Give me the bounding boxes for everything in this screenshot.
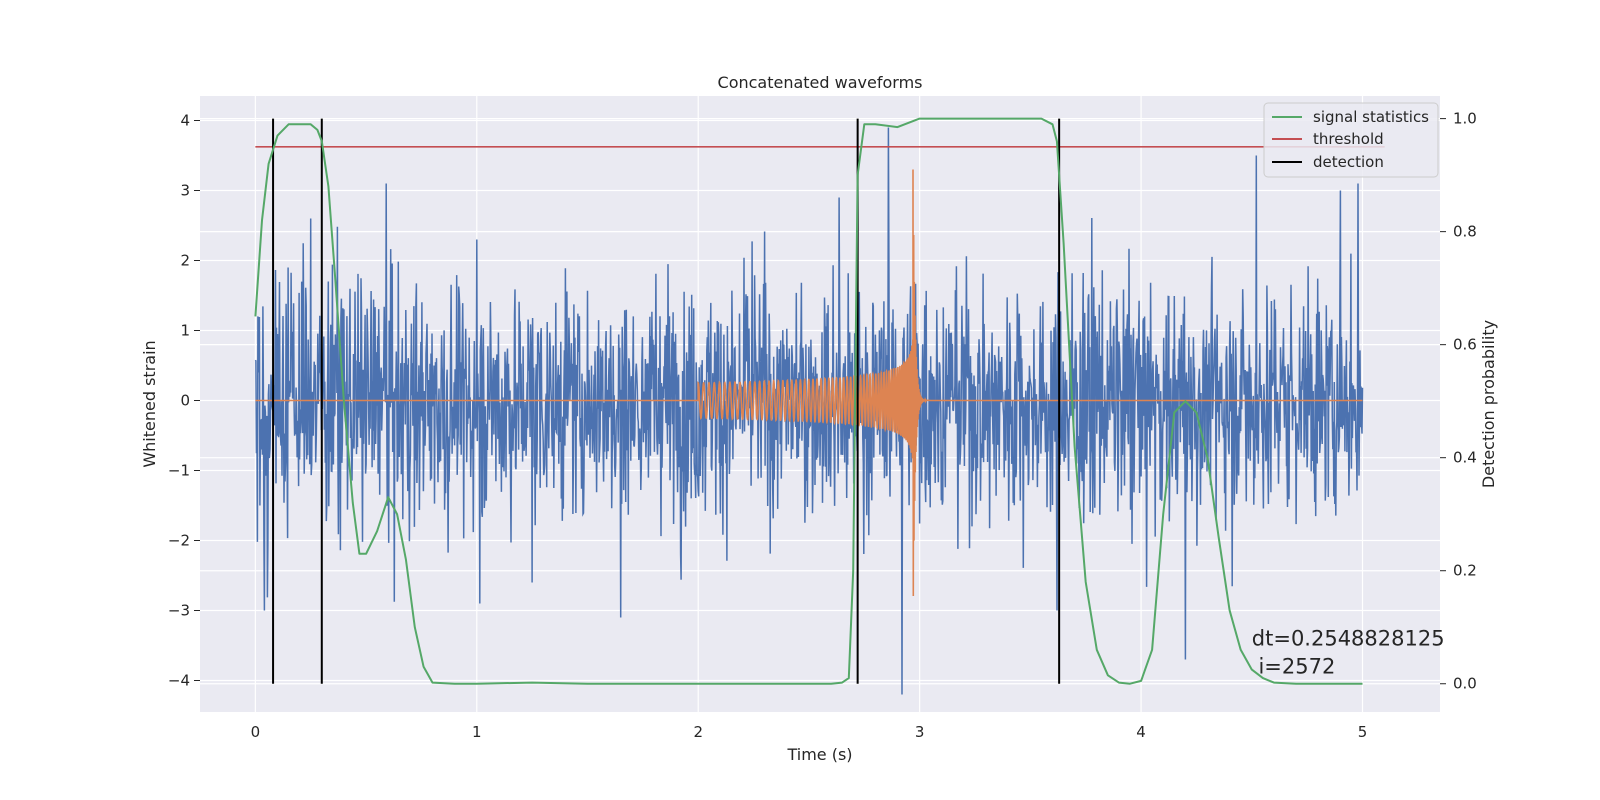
y-tick-label: −1 — [168, 462, 190, 480]
chirp-series-line — [255, 169, 1363, 597]
chart-title: Concatenated waveforms — [718, 73, 923, 92]
grid — [200, 96, 1440, 712]
annotation-index: i=2572 — [1252, 655, 1336, 679]
y-tick-label: 3 — [180, 182, 190, 200]
y2-tick-label: 0.0 — [1453, 675, 1477, 693]
x-tick-label: 1 — [472, 723, 482, 741]
signal-statistics-line — [254, 117, 1363, 685]
y2-tick-label: 0.4 — [1453, 449, 1477, 467]
x-tick-label: 2 — [693, 723, 703, 741]
y-axis-left: −4 −3 −2 −1 0 1 2 3 4 — [168, 112, 200, 690]
y2-tick-label: 1.0 — [1453, 110, 1477, 128]
y-axis-right: 0.0 0.2 0.4 0.6 0.8 1.0 — [1440, 110, 1477, 693]
y2-tick-label: 0.2 — [1453, 562, 1477, 580]
y-tick-label: −4 — [168, 672, 190, 690]
legend-box — [1263, 102, 1439, 178]
y2-axis-label: Detection probability — [1479, 320, 1498, 488]
y2-tick-label: 0.8 — [1453, 223, 1477, 241]
y-tick-label: 0 — [180, 392, 190, 410]
y-tick-label: −2 — [168, 532, 190, 550]
x-tick-label: 3 — [915, 723, 925, 741]
noise-series-line — [254, 127, 1364, 695]
x-tick-label: 5 — [1358, 723, 1368, 741]
annotation-dt: dt=0.2548828125 — [1252, 627, 1445, 651]
y-tick-label: 4 — [180, 112, 190, 130]
legend-label-threshold: threshold — [1313, 130, 1384, 148]
series-layer — [254, 117, 1385, 695]
y2-tick-label: 0.6 — [1453, 336, 1477, 354]
legend-label-signal-statistics: signal statistics — [1313, 108, 1429, 126]
y-axis-label: Whitened strain — [140, 340, 159, 467]
y-tick-label: 1 — [180, 322, 190, 340]
y-tick-label: −3 — [168, 602, 190, 620]
y-tick-label: 2 — [180, 252, 190, 270]
x-tick-label: 4 — [1136, 723, 1146, 741]
x-axis: 0 1 2 3 4 5 — [251, 723, 1368, 741]
legend-label-detection: detection — [1313, 153, 1384, 171]
x-axis-label: Time (s) — [786, 745, 852, 764]
x-tick-label: 0 — [251, 723, 261, 741]
legend: signal statistics threshold detection — [1263, 102, 1439, 178]
